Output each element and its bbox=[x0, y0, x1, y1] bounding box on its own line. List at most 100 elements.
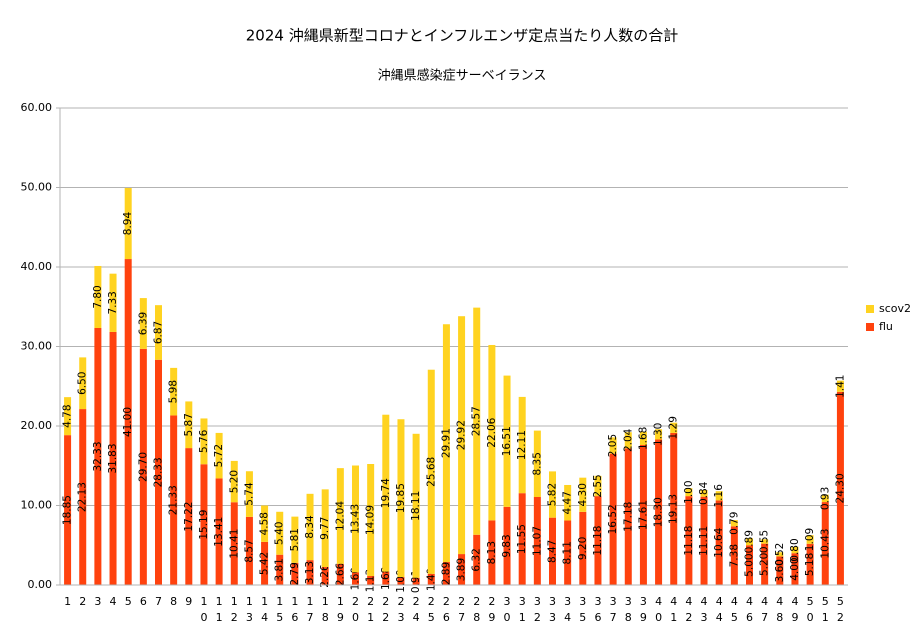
value-label: 0.55 bbox=[759, 530, 771, 553]
bar-segment bbox=[730, 520, 738, 527]
bar-segment bbox=[594, 496, 602, 585]
value-label: 10.41 bbox=[228, 529, 240, 559]
value-label: 3.13 bbox=[304, 561, 316, 584]
bar-segment bbox=[155, 305, 162, 360]
bar-segment bbox=[382, 571, 390, 585]
chart-subtitle: 沖縄県感染症サーベイランス bbox=[378, 68, 547, 84]
bar-segment bbox=[200, 418, 208, 465]
bar-segment bbox=[64, 397, 72, 436]
value-label: 0.84 bbox=[698, 481, 710, 505]
value-label: 28.57 bbox=[471, 406, 483, 436]
bar-segment bbox=[685, 496, 693, 585]
bar-segment bbox=[185, 401, 193, 449]
bar-segment bbox=[639, 431, 647, 446]
value-label: 7.33 bbox=[107, 291, 119, 314]
bar-segment bbox=[746, 545, 753, 585]
bar-segment bbox=[336, 468, 344, 564]
bar-segment bbox=[791, 553, 799, 585]
value-label: 6.87 bbox=[153, 321, 165, 344]
value-label: 8.47 bbox=[547, 540, 559, 563]
y-tick-label: 20.00 bbox=[21, 419, 53, 432]
value-label: 19.13 bbox=[668, 494, 680, 524]
value-label: 21.33 bbox=[168, 485, 180, 515]
value-label: 11.11 bbox=[698, 526, 710, 556]
bar-segment bbox=[170, 367, 178, 416]
value-label: 29.70 bbox=[137, 452, 149, 482]
value-label: 19.74 bbox=[380, 478, 392, 508]
value-label: 5.40 bbox=[274, 522, 286, 545]
value-label: 0.80 bbox=[789, 538, 801, 561]
y-tick-label: 0.00 bbox=[28, 578, 53, 591]
value-label: 0.52 bbox=[774, 543, 786, 566]
legend-swatch bbox=[866, 323, 874, 331]
value-label: 11.55 bbox=[516, 524, 528, 554]
value-label: 2.89 bbox=[440, 562, 452, 585]
bar-segment bbox=[245, 471, 253, 517]
value-label: 13.43 bbox=[350, 504, 362, 534]
bar-segment bbox=[549, 517, 556, 585]
y-tick-label: 40.00 bbox=[21, 260, 53, 273]
value-label: 5.18 bbox=[804, 553, 816, 576]
bar-segment bbox=[170, 415, 178, 585]
bar-segment bbox=[79, 357, 87, 410]
bar-segment bbox=[367, 464, 375, 577]
value-label: 6.39 bbox=[137, 312, 149, 335]
x-tick-label: 8 bbox=[170, 595, 177, 608]
value-label: 18.85 bbox=[62, 495, 74, 525]
bar-segment bbox=[412, 433, 420, 578]
bar-segment bbox=[94, 327, 102, 585]
value-label: 5.42 bbox=[259, 552, 271, 575]
bar-segment bbox=[336, 563, 344, 585]
value-label: 1.68 bbox=[637, 427, 649, 450]
x-tick-label: 5 bbox=[125, 595, 132, 608]
bar-segment bbox=[185, 448, 193, 585]
bar-segment bbox=[639, 445, 647, 585]
value-label: 11.18 bbox=[592, 526, 604, 556]
value-label: 25.68 bbox=[425, 457, 437, 487]
x-tick-label: 9 bbox=[185, 595, 192, 608]
value-label: 8.57 bbox=[243, 539, 255, 562]
bar-segment bbox=[291, 562, 299, 585]
value-label: 5.81 bbox=[289, 528, 301, 551]
value-label: 4.78 bbox=[62, 404, 74, 427]
value-label: 5.72 bbox=[213, 444, 225, 467]
value-label: 8.34 bbox=[304, 515, 316, 539]
value-label: 2.55 bbox=[592, 474, 604, 497]
value-label: 5.20 bbox=[228, 470, 240, 493]
value-label: 1.09 bbox=[804, 528, 816, 551]
bar-segment bbox=[776, 552, 784, 557]
value-label: 12.11 bbox=[516, 430, 528, 460]
value-label: 1.00 bbox=[683, 480, 695, 503]
bar-segment bbox=[261, 505, 269, 542]
bar-segment bbox=[124, 187, 132, 260]
value-label: 7.38 bbox=[728, 544, 740, 567]
bar-segment bbox=[109, 331, 117, 585]
bar-segment bbox=[579, 477, 587, 512]
bar-segment bbox=[155, 359, 162, 585]
bar-segment bbox=[700, 489, 708, 497]
value-label: 0.89 bbox=[744, 530, 756, 553]
bar-segment bbox=[79, 409, 87, 585]
x-tick-label: 1 bbox=[64, 595, 71, 608]
value-label: 2.05 bbox=[607, 434, 619, 457]
bar-segment bbox=[261, 541, 269, 585]
value-label: 1.29 bbox=[668, 416, 680, 439]
